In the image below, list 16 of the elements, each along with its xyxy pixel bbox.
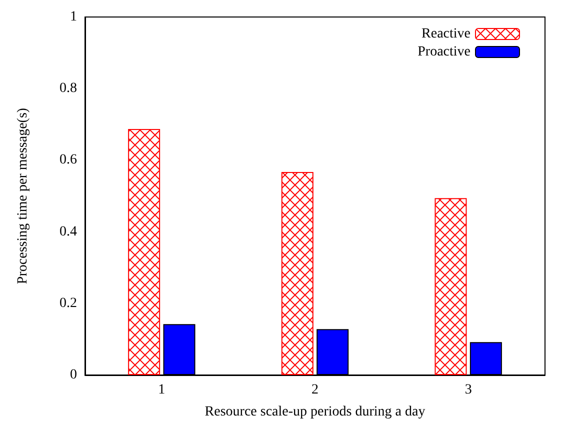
bar xyxy=(281,172,314,375)
x-tick-label: 1 xyxy=(158,382,166,398)
legend-label: Proactive xyxy=(418,44,470,60)
legend-label: Reactive xyxy=(422,26,470,42)
y-tick-label: 0.4 xyxy=(60,224,77,240)
y-tick-label: 0.6 xyxy=(60,152,77,168)
x-axis-title: Resource scale-up periods during a day xyxy=(204,404,426,420)
y-tick-label: 0.8 xyxy=(60,81,77,96)
x-tick-label: 2 xyxy=(312,382,318,398)
y-tick-label: 1 xyxy=(70,10,77,24)
bar xyxy=(434,198,467,375)
y-axis-title: Processing time per message(s) xyxy=(16,108,30,284)
x-tick-label: 3 xyxy=(464,382,472,398)
bar xyxy=(128,129,160,375)
y-tick-label: 0 xyxy=(70,368,77,382)
y-tick-label: 0.2 xyxy=(60,296,77,311)
